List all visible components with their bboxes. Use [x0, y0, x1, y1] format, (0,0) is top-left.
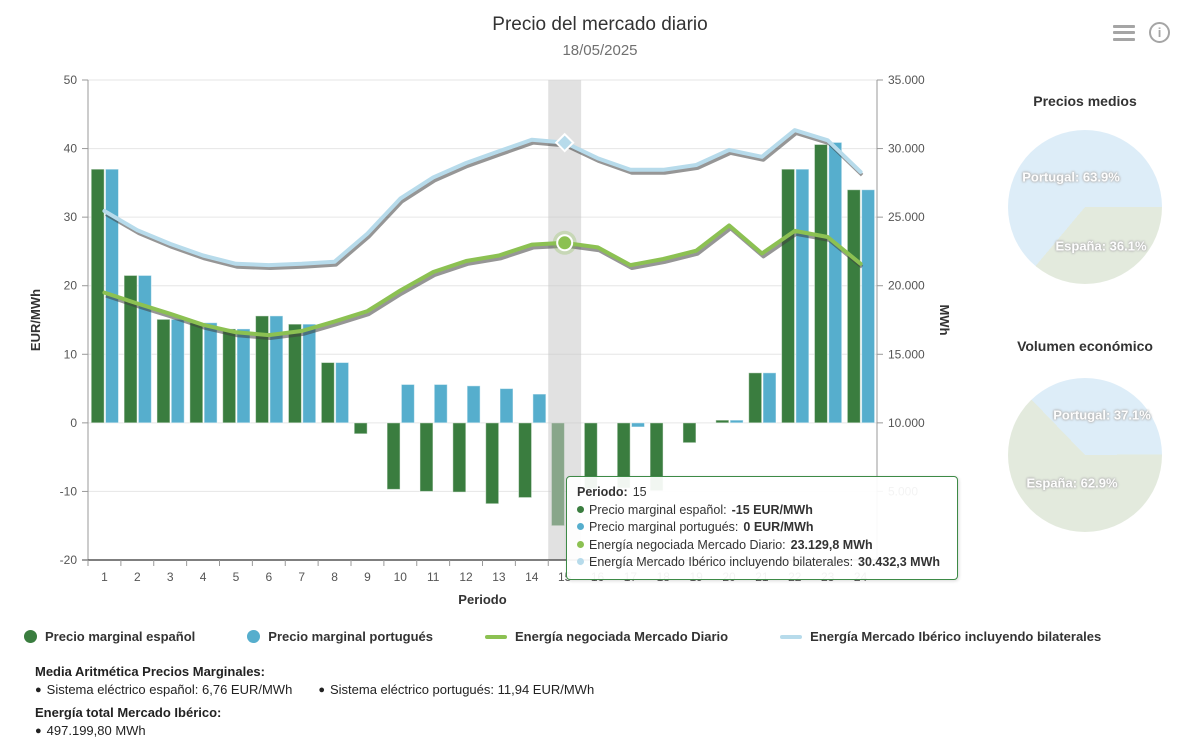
svg-text:EUR/MWh: EUR/MWh: [28, 289, 43, 351]
avg-price-es: ● Sistema eléctrico español: 6,76 EUR/MWh: [35, 682, 293, 697]
svg-text:12: 12: [459, 570, 473, 584]
chart-tooltip: Periodo: 15 Precio marginal español: -15…: [566, 476, 958, 580]
chart-legend: Precio marginal español Precio marginal …: [24, 629, 1101, 644]
tooltip-label: Energía Mercado Ibérico incluyendo bilat…: [589, 555, 854, 569]
info-icon[interactable]: i: [1149, 22, 1170, 43]
svg-text:14: 14: [525, 570, 539, 584]
legend-item-precio-espanol[interactable]: Precio marginal español: [24, 629, 195, 644]
tooltip-value: 0 EUR/MWh: [743, 520, 814, 534]
legend-label: Energía negociada Mercado Diario: [514, 629, 729, 644]
total-energy-value: ● 497.199,80 MWh: [35, 723, 146, 738]
svg-text:10.000: 10.000: [888, 416, 925, 430]
tooltip-label: Energía negociada Mercado Diario:: [589, 537, 786, 552]
svg-text:5: 5: [233, 570, 240, 584]
svg-text:20.000: 20.000: [888, 279, 925, 293]
footer-notes: Media Aritmética Precios Marginales: ● Si…: [35, 664, 594, 738]
svg-text:7: 7: [298, 570, 305, 584]
svg-text:2: 2: [134, 570, 141, 584]
tooltip-value: 23.129,8 MWh: [790, 537, 873, 552]
tooltip-row: Energía negociada Mercado Diario: 23.129…: [577, 537, 947, 555]
svg-text:13: 13: [492, 570, 506, 584]
pie-slice-label-portugal: Portugal: 63.9%: [1022, 169, 1120, 185]
tooltip-row: Energía Mercado Ibérico incluyendo bilat…: [577, 554, 947, 572]
legend-marker-circle-green: [24, 630, 37, 643]
avg-prices-heading: Media Aritmética Precios Marginales:: [35, 664, 265, 679]
pie-title-precios-medios: Precios medios: [1033, 93, 1137, 109]
svg-text:30.000: 30.000: [888, 142, 925, 156]
svg-text:10: 10: [64, 347, 78, 361]
price-chart-plot-area[interactable]: 50 40 30 20 10 0 -10 -20 35.000 30.000 25.000 20.00…: [0, 70, 980, 620]
page-title: Precio del mercado diario: [492, 14, 708, 35]
svg-text:1: 1: [101, 570, 108, 584]
svg-text:40: 40: [64, 142, 78, 156]
series-dot-negociada: [577, 540, 584, 548]
svg-text:20: 20: [64, 279, 78, 293]
tooltip-value: 30.432,3 MWh: [858, 555, 941, 569]
pie-precios-medios: Portugal: 63.9% España: 36.1%: [1008, 130, 1162, 284]
svg-text:MWh: MWh: [937, 304, 952, 335]
price-chart-svg: 50 40 30 20 10 0 -10 -20 35.000 30.000 25.000 20.00…: [28, 73, 952, 607]
svg-text:9: 9: [364, 570, 371, 584]
series-dot-iberico: [577, 558, 584, 565]
tooltip-period-row: Periodo: 15: [577, 484, 947, 502]
pie-slice-label-espana: España: 62.9%: [1026, 475, 1118, 491]
legend-item-precio-portugues[interactable]: Precio marginal portugués: [247, 629, 433, 644]
svg-text:6: 6: [265, 570, 272, 584]
hamburger-menu-icon[interactable]: [1113, 24, 1135, 41]
tooltip-period-label: Periodo:: [577, 485, 628, 499]
svg-text:15.000: 15.000: [888, 347, 925, 361]
legend-item-energia-iberico[interactable]: Energía Mercado Ibérico incluyendo bilat…: [780, 629, 1101, 644]
svg-text:10: 10: [394, 570, 408, 584]
legend-label: Energía Mercado Ibérico incluyendo bilat…: [810, 629, 1102, 644]
tooltip-label: Precio marginal español:: [589, 502, 727, 517]
legend-marker-line-green: [484, 634, 507, 639]
svg-text:30: 30: [64, 210, 78, 224]
pie-slice-label-portugal: Portugal: 37.1%: [1053, 407, 1151, 423]
pie-title-volumen-economico: Volumen económico: [1017, 338, 1153, 354]
legend-item-energia-negociada[interactable]: Energía negociada Mercado Diario: [484, 629, 729, 644]
pie-volumen-economico: Portugal: 37.1% España: 62.9%: [1008, 378, 1162, 532]
svg-text:-10: -10: [60, 484, 78, 498]
svg-text:-20: -20: [60, 553, 78, 567]
chart-date-subtitle: 18/05/2025: [562, 42, 638, 59]
svg-text:3: 3: [167, 570, 174, 584]
series-dot-espanol: [577, 505, 584, 513]
tooltip-value: -15 EUR/MWh: [731, 502, 813, 517]
svg-text:11: 11: [427, 570, 440, 584]
svg-text:0: 0: [70, 416, 77, 430]
series-dot-portugues: [577, 523, 584, 530]
svg-text:35.000: 35.000: [888, 73, 925, 87]
svg-text:8: 8: [331, 570, 338, 584]
svg-text:50: 50: [64, 73, 78, 87]
avg-price-pt: ● Sistema eléctrico portugués: 11,94 EUR/…: [318, 682, 595, 697]
total-energy-heading: Energía total Mercado Ibérico:: [35, 705, 222, 720]
tooltip-row: Precio marginal portugués: 0 EUR/MWh: [577, 519, 947, 537]
svg-text:4: 4: [200, 570, 207, 584]
svg-text:25.000: 25.000: [888, 210, 925, 224]
legend-marker-circle-blue: [247, 630, 261, 643]
tooltip-row: Precio marginal español: -15 EUR/MWh: [577, 502, 947, 520]
pie-slice-label-espana: España: 36.1%: [1055, 238, 1147, 254]
tooltip-period-value: 15: [632, 485, 647, 499]
legend-label: Precio marginal portugués: [268, 629, 433, 644]
tooltip-label: Precio marginal portugués:: [589, 520, 739, 534]
legend-label: Precio marginal español: [45, 629, 196, 644]
legend-marker-line-lightblue: [780, 634, 803, 639]
svg-text:Periodo: Periodo: [458, 592, 506, 607]
